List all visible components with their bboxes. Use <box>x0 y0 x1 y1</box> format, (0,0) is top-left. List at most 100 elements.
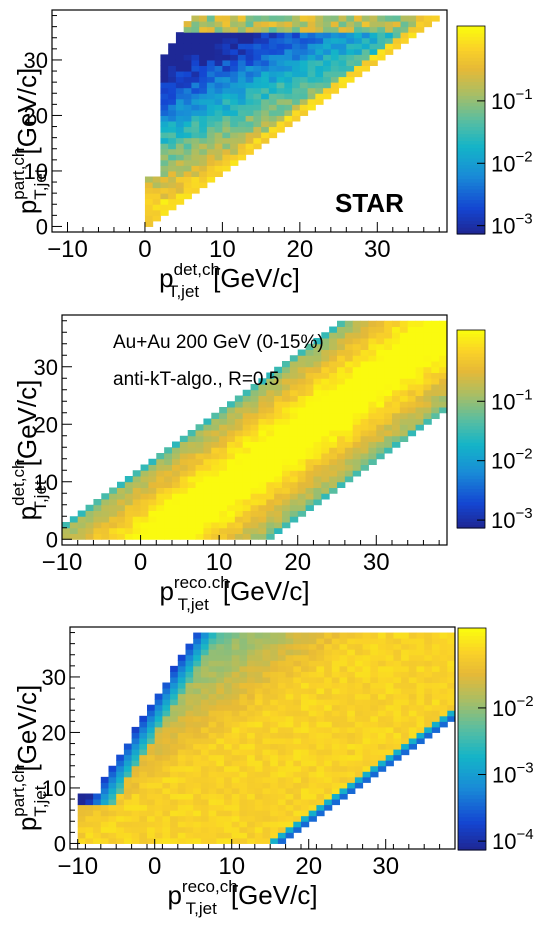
heatmap-cell <box>231 649 240 656</box>
heatmap-cell <box>305 499 314 506</box>
heatmap-cell <box>219 407 228 414</box>
heatmap-cell <box>354 738 364 745</box>
heatmap-cell <box>253 93 262 100</box>
heatmap-cell <box>208 765 217 772</box>
heatmap-cell <box>258 493 267 500</box>
heatmap-cell <box>200 632 210 639</box>
heatmap-cell <box>289 430 299 437</box>
colorbar-step <box>457 392 485 397</box>
heatmap-cell <box>193 776 202 783</box>
heatmap-cell <box>289 401 299 408</box>
heatmap-cell <box>227 476 236 483</box>
heatmap-cell <box>77 837 86 844</box>
heatmap-cell <box>447 671 456 678</box>
heatmap-cell <box>203 522 212 529</box>
heatmap-cell <box>408 738 417 745</box>
heatmap-cell <box>227 487 236 494</box>
heatmap-cell <box>231 782 240 789</box>
heatmap-cell <box>362 688 371 695</box>
heatmap-cell <box>172 453 181 460</box>
heatmap-cell <box>360 366 369 373</box>
heatmap-cell <box>219 418 228 425</box>
heatmap-cell <box>439 355 448 362</box>
heatmap-cell <box>250 435 259 442</box>
heatmap-cell <box>268 82 278 89</box>
heatmap-cell <box>315 98 324 105</box>
heatmap-cell <box>172 510 181 517</box>
heatmap-cell <box>277 754 287 761</box>
colorbar-step <box>457 143 485 148</box>
y-tick-label: 0 <box>54 831 66 856</box>
heatmap-cell <box>285 826 294 833</box>
heatmap-cell <box>384 418 393 425</box>
heatmap-cell <box>175 143 185 150</box>
heatmap-cell <box>191 82 200 89</box>
heatmap-cell <box>250 424 259 431</box>
heatmap-cell <box>284 115 293 122</box>
heatmap-cell <box>321 378 330 385</box>
heatmap-cell <box>183 176 192 183</box>
heatmap-cell <box>154 726 163 733</box>
heatmap-cell <box>93 810 102 817</box>
heatmap-cell <box>237 15 247 22</box>
heatmap-cell <box>206 170 216 177</box>
heatmap-cell <box>393 654 402 661</box>
heatmap-cell <box>185 760 194 767</box>
heatmap-cell <box>200 749 210 756</box>
heatmap-cell <box>321 343 330 350</box>
colorbar-step <box>457 123 485 128</box>
heatmap-cell <box>224 632 233 639</box>
heatmap-cell <box>227 522 236 529</box>
heatmap-cell <box>401 743 410 750</box>
heatmap-cell <box>344 395 354 402</box>
heatmap-cell <box>200 826 210 833</box>
heatmap-cell <box>277 799 287 806</box>
heatmap-cell <box>439 372 448 379</box>
heatmap-cell <box>297 453 307 460</box>
heatmap-cell <box>172 481 181 488</box>
heatmap-cell <box>193 799 202 806</box>
heatmap-cell <box>439 395 448 402</box>
heatmap-cell <box>346 54 355 61</box>
heatmap-cell <box>370 732 379 739</box>
heatmap-cell <box>289 504 299 511</box>
colorbar-step <box>457 192 485 197</box>
heatmap-cell <box>323 21 332 28</box>
heatmap-cell <box>376 320 385 327</box>
heatmap-cell <box>305 441 314 448</box>
heatmap-cell <box>123 793 133 800</box>
heatmap-cell <box>247 726 256 733</box>
heatmap-cell <box>416 654 425 661</box>
heatmap-cell <box>185 771 194 778</box>
heatmap-cell <box>140 493 149 500</box>
heatmap-cell <box>361 54 371 61</box>
heatmap-cell <box>206 26 216 33</box>
heatmap-cell <box>407 401 417 408</box>
heatmap-cell <box>177 804 186 811</box>
heatmap-cell <box>368 384 377 391</box>
heatmap-cell <box>177 721 186 728</box>
colorbar-step <box>457 199 485 204</box>
heatmap-cell <box>407 424 417 431</box>
heatmap-cell <box>276 104 285 111</box>
heatmap-cell <box>208 688 217 695</box>
heatmap-cell <box>270 671 279 678</box>
colorbar-step <box>457 74 485 79</box>
heatmap-cell <box>377 21 386 28</box>
heatmap-cell <box>193 815 202 822</box>
heatmap-cell <box>208 743 217 750</box>
heatmap-cell <box>177 726 186 733</box>
heatmap-cell <box>423 384 432 391</box>
heatmap-cell <box>321 435 330 442</box>
heatmap-cell <box>77 799 86 806</box>
heatmap-cell <box>299 109 309 116</box>
colorbar-step <box>458 727 486 733</box>
heatmap-cell <box>401 671 410 678</box>
heatmap-cell <box>193 699 202 706</box>
heatmap-cell <box>384 349 393 356</box>
heatmap-cell <box>117 504 126 511</box>
heatmap-cell <box>352 464 362 471</box>
heatmap-cell <box>237 93 247 100</box>
heatmap-cell <box>368 326 377 333</box>
heatmap-cell <box>289 499 299 506</box>
